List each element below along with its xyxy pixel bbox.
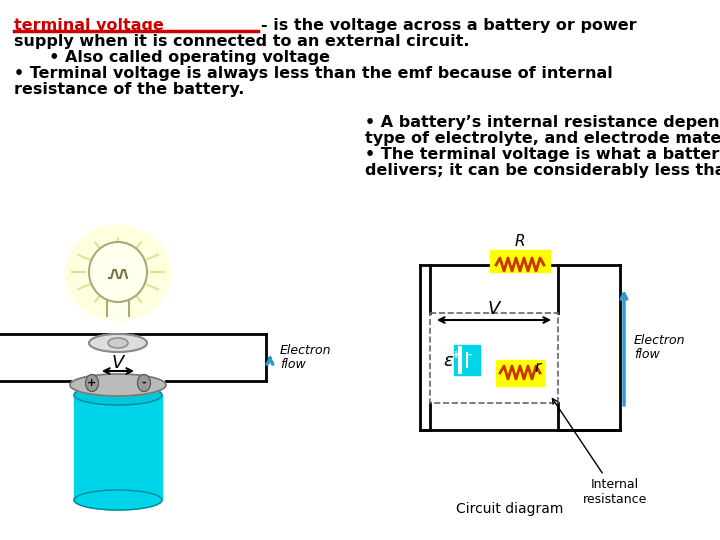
Ellipse shape [70,374,166,396]
Bar [454,345,480,375]
Text: -: - [142,378,146,388]
Text: -: - [468,350,472,360]
Ellipse shape [74,490,162,510]
Text: Circuit diagram: Circuit diagram [456,502,564,516]
Text: Electron
flow: Electron flow [634,334,685,361]
Text: r: r [535,361,541,375]
Text: terminal voltage: terminal voltage [14,18,164,33]
Text: - is the voltage across a battery or power: - is the voltage across a battery or pow… [261,18,636,33]
Text: V: V [112,354,124,372]
Ellipse shape [86,375,99,392]
Text: ε: ε [443,352,453,370]
Text: +: + [452,350,460,360]
Text: R: R [515,234,526,249]
Text: V: V [488,300,500,318]
Ellipse shape [74,385,162,405]
Ellipse shape [138,375,150,392]
Text: Electron
flow: Electron flow [280,343,331,372]
Ellipse shape [108,338,128,348]
Text: Internal
resistance: Internal resistance [552,399,647,506]
Text: • A battery’s internal resistance depends on its age,: • A battery’s internal resistance depend… [365,115,720,130]
Text: resistance of the battery.: resistance of the battery. [14,82,244,97]
Text: • Terminal voltage is always less than the emf because of internal: • Terminal voltage is always less than t… [14,66,613,81]
Text: type of electrolyte, and electrode material.: type of electrolyte, and electrode mater… [365,131,720,146]
Ellipse shape [66,226,171,321]
Text: +: + [87,378,96,388]
Text: supply when it is connected to an external circuit.: supply when it is connected to an extern… [14,34,469,49]
Ellipse shape [89,334,147,352]
Bar [430,313,558,403]
Text: • The terminal voltage is what a battery actual: • The terminal voltage is what a battery… [365,147,720,162]
Ellipse shape [89,242,147,302]
Text: delivers; it can be considerably less than the emf.: delivers; it can be considerably less th… [365,163,720,178]
Text: • Also called operating voltage: • Also called operating voltage [38,50,330,65]
Bar [490,250,550,272]
Bar [496,360,544,386]
Bar [74,395,162,500]
Bar [107,300,129,318]
